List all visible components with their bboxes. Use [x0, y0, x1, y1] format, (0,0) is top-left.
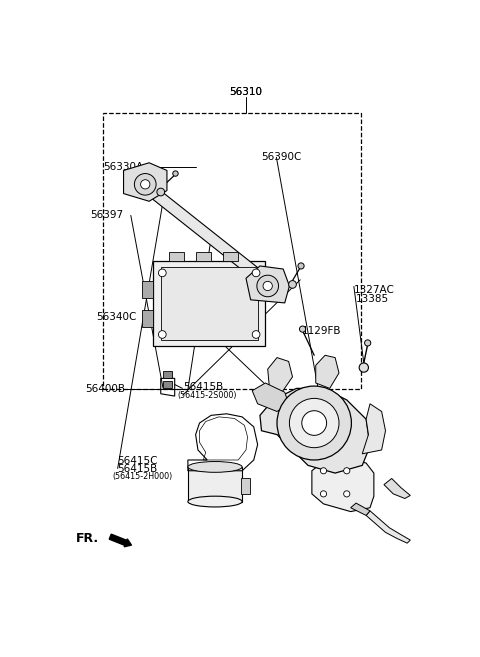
Text: 56400B: 56400B [85, 384, 125, 394]
Bar [153, 261, 265, 346]
Polygon shape [350, 503, 370, 516]
Bar [163, 380, 172, 388]
Ellipse shape [188, 496, 242, 507]
Text: 56390C: 56390C [261, 152, 301, 162]
Text: 56397: 56397 [91, 210, 124, 221]
Text: 56330A: 56330A [103, 162, 143, 172]
Bar [188, 467, 242, 501]
Ellipse shape [188, 461, 242, 472]
Text: (56415-2S000): (56415-2S000) [178, 391, 237, 400]
Polygon shape [260, 388, 370, 473]
Text: (56415-2H000): (56415-2H000) [112, 472, 172, 482]
Text: 13385: 13385 [356, 294, 389, 304]
Circle shape [141, 180, 150, 189]
Circle shape [300, 326, 306, 332]
Bar [240, 478, 250, 494]
Text: 1129FB: 1129FB [302, 326, 341, 336]
Circle shape [252, 269, 260, 277]
Polygon shape [312, 458, 374, 512]
Text: 56310: 56310 [229, 87, 263, 97]
Polygon shape [268, 357, 292, 394]
Bar [142, 281, 153, 298]
Polygon shape [366, 510, 410, 543]
Bar [142, 310, 153, 327]
Bar [168, 252, 184, 261]
Text: 56415C: 56415C [118, 456, 158, 466]
Text: 56310: 56310 [229, 87, 263, 97]
Circle shape [158, 269, 166, 277]
Text: 56415B: 56415B [183, 382, 223, 392]
Circle shape [344, 491, 350, 497]
Circle shape [298, 263, 304, 269]
Circle shape [158, 330, 166, 338]
Circle shape [302, 411, 326, 436]
Circle shape [257, 275, 278, 297]
Polygon shape [149, 187, 264, 281]
Polygon shape [316, 355, 339, 388]
Circle shape [157, 188, 165, 196]
Polygon shape [384, 478, 410, 499]
Text: 56415B: 56415B [118, 464, 158, 474]
Text: 1327AC: 1327AC [354, 285, 395, 295]
Circle shape [252, 330, 260, 338]
Text: 56340C: 56340C [96, 311, 136, 322]
Circle shape [344, 468, 350, 474]
Circle shape [173, 171, 178, 176]
Circle shape [365, 340, 371, 346]
Bar [161, 267, 258, 340]
Circle shape [277, 386, 351, 460]
Circle shape [321, 468, 326, 474]
FancyArrow shape [109, 534, 132, 547]
Circle shape [321, 491, 326, 497]
Bar [163, 371, 172, 378]
Text: FR.: FR. [76, 532, 99, 545]
Polygon shape [246, 266, 289, 303]
Circle shape [263, 281, 272, 290]
Polygon shape [362, 404, 385, 454]
Circle shape [288, 281, 296, 288]
Bar [103, 113, 361, 389]
Bar [223, 252, 238, 261]
Polygon shape [123, 163, 167, 201]
Polygon shape [252, 383, 288, 411]
Circle shape [359, 363, 369, 373]
Circle shape [289, 398, 339, 447]
Circle shape [134, 173, 156, 195]
Bar [196, 252, 211, 261]
